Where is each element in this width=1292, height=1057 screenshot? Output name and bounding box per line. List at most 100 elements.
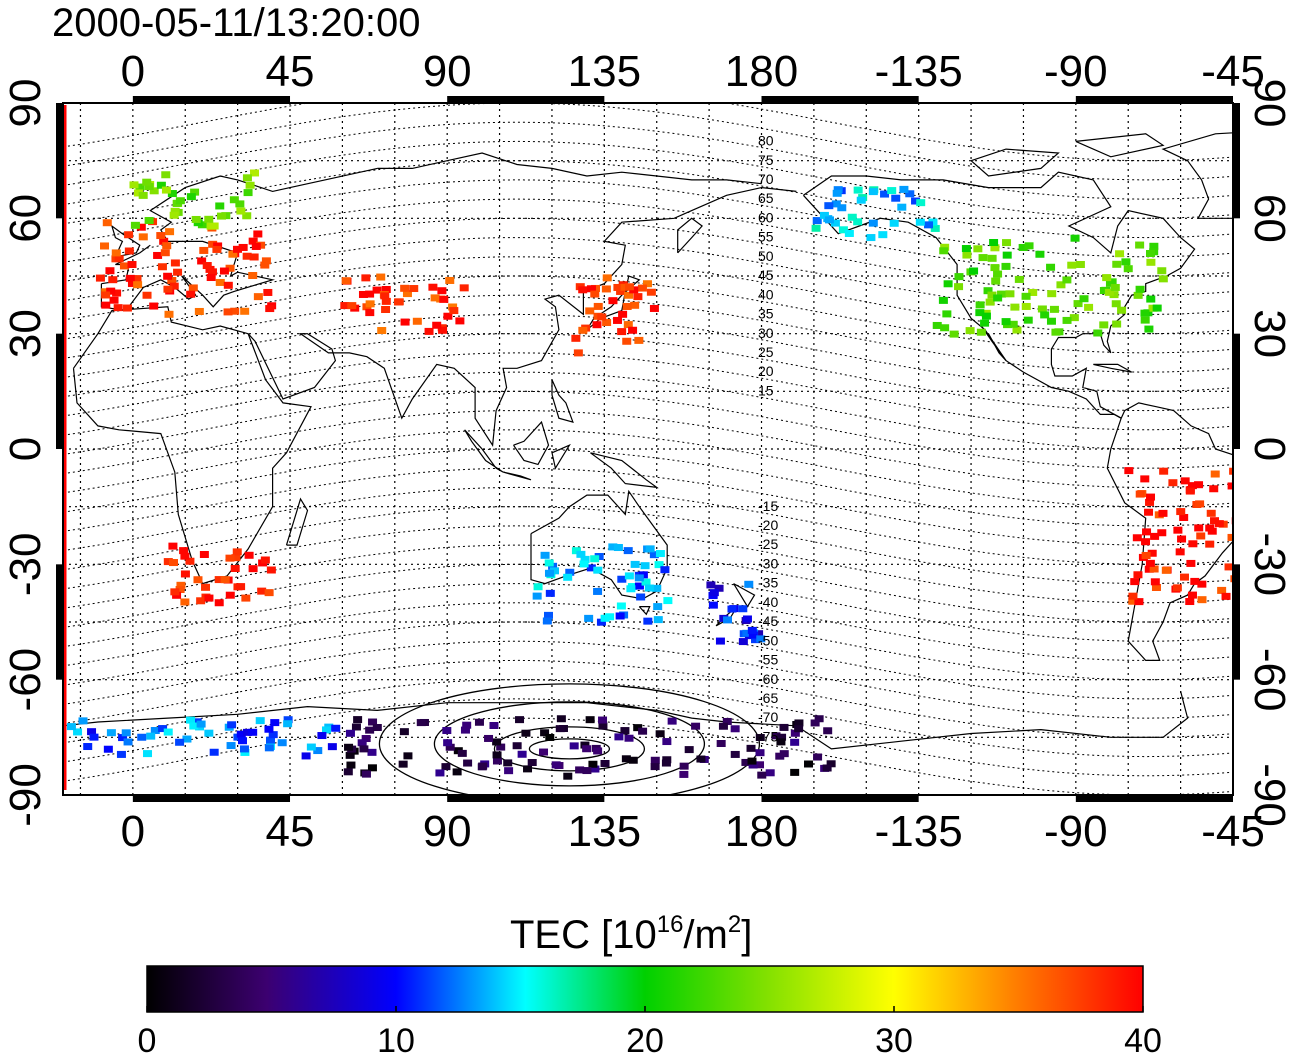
tec-cell [106, 287, 116, 295]
tec-cell [165, 228, 175, 236]
longitude-tick-label: 135 [568, 47, 641, 96]
tec-cell [1128, 597, 1138, 605]
tec-cell [634, 582, 644, 590]
tec-cell [790, 738, 800, 746]
tec-cell [939, 247, 949, 255]
contour-line [63, 313, 1233, 392]
tec-cell [424, 327, 434, 335]
contour-line [63, 352, 1233, 431]
contour-line [63, 294, 1233, 373]
contour-label: 65 [758, 190, 774, 206]
tec-cell [989, 239, 999, 247]
tec-cell [268, 731, 278, 739]
tec-cell [593, 566, 603, 574]
tec-cell [987, 254, 997, 262]
tec-cell [1180, 477, 1190, 485]
tec-cell [372, 724, 382, 732]
map-title: 2000-05-11/13:20:00 [52, 1, 420, 45]
tec-cell [1146, 258, 1156, 266]
tec-cell [144, 216, 154, 224]
tec-cell [162, 242, 172, 250]
tec-cell [412, 317, 422, 325]
tec-cell [822, 764, 832, 772]
tec-cell [101, 291, 111, 299]
tec-cell [121, 729, 131, 737]
tec-cell [492, 757, 502, 765]
tec-cell [250, 169, 260, 177]
contour-line [63, 333, 1233, 412]
tec-cell [838, 226, 848, 234]
tec-cell [598, 722, 608, 730]
tec-cell [887, 187, 897, 195]
colorbar-tick-label: 0 [138, 1022, 157, 1057]
tec-cell [114, 255, 124, 263]
tec-cell [158, 725, 168, 733]
tec-cell [138, 191, 148, 199]
tec-cell [365, 290, 375, 298]
coastline-segment [586, 275, 641, 331]
tec-cell [691, 722, 701, 730]
pole-contour [433, 701, 706, 787]
tec-cell [653, 603, 663, 611]
tec-cell [449, 307, 459, 315]
tec-cell [649, 304, 659, 312]
tec-cell [213, 242, 223, 250]
tec-cell [723, 616, 733, 624]
tec-cell [137, 733, 147, 741]
tec-cell [897, 203, 907, 211]
tec-cell [654, 561, 664, 569]
tec-cell [452, 768, 462, 776]
tec-cell [1135, 490, 1145, 498]
tec-cell [380, 292, 390, 300]
tec-cell [164, 310, 174, 318]
longitude-tick-label: -45 [1201, 47, 1265, 96]
tec-cell [585, 307, 595, 315]
tec-cell [1069, 314, 1079, 322]
tec-cell [204, 729, 214, 737]
coastline-segment [981, 325, 1007, 362]
tec-cell [1037, 305, 1047, 313]
tec-cell [832, 189, 842, 197]
tec-cell [1149, 242, 1159, 250]
tec-cell [1140, 309, 1150, 317]
tec-cell [1001, 318, 1011, 326]
tec-cell [142, 291, 152, 299]
contour-line [63, 717, 1233, 795]
tec-cell [580, 741, 590, 749]
longitude-tick-label: -45 [1201, 807, 1265, 856]
tec-cell [215, 202, 225, 210]
coastline-segment [72, 306, 312, 585]
tec-cell [113, 304, 123, 312]
tec-cell [283, 716, 293, 724]
tec-cell [185, 557, 195, 565]
tec-cell [435, 769, 445, 777]
tec-cell [400, 284, 410, 292]
coastline-segment [247, 186, 797, 447]
tec-cell [747, 757, 757, 765]
tec-cell [150, 727, 160, 735]
tec-cell [555, 725, 565, 733]
tec-cell [940, 243, 950, 251]
tec-cell [663, 597, 673, 605]
tec-cell [891, 194, 901, 202]
tec-cell [1144, 508, 1154, 516]
coastline-segment [638, 606, 651, 616]
tec-cell [1005, 290, 1015, 298]
tec-cell [679, 770, 689, 778]
tec-cell [1135, 241, 1145, 249]
tec-cell [306, 743, 316, 751]
contour-line [63, 390, 1233, 469]
longitude-tick-label: 0 [121, 807, 145, 856]
border-segment-bottom [761, 795, 919, 802]
tec-cell [249, 253, 259, 261]
contour-label: -50 [758, 632, 778, 648]
tec-cell [170, 207, 180, 215]
tec-cell [978, 254, 988, 262]
longitude-tick-label: -135 [875, 47, 963, 96]
tec-cell [208, 240, 218, 248]
tec-cell [742, 629, 752, 637]
tec-cell [630, 560, 640, 568]
tec-cell [367, 748, 377, 756]
tec-cell [755, 761, 765, 769]
